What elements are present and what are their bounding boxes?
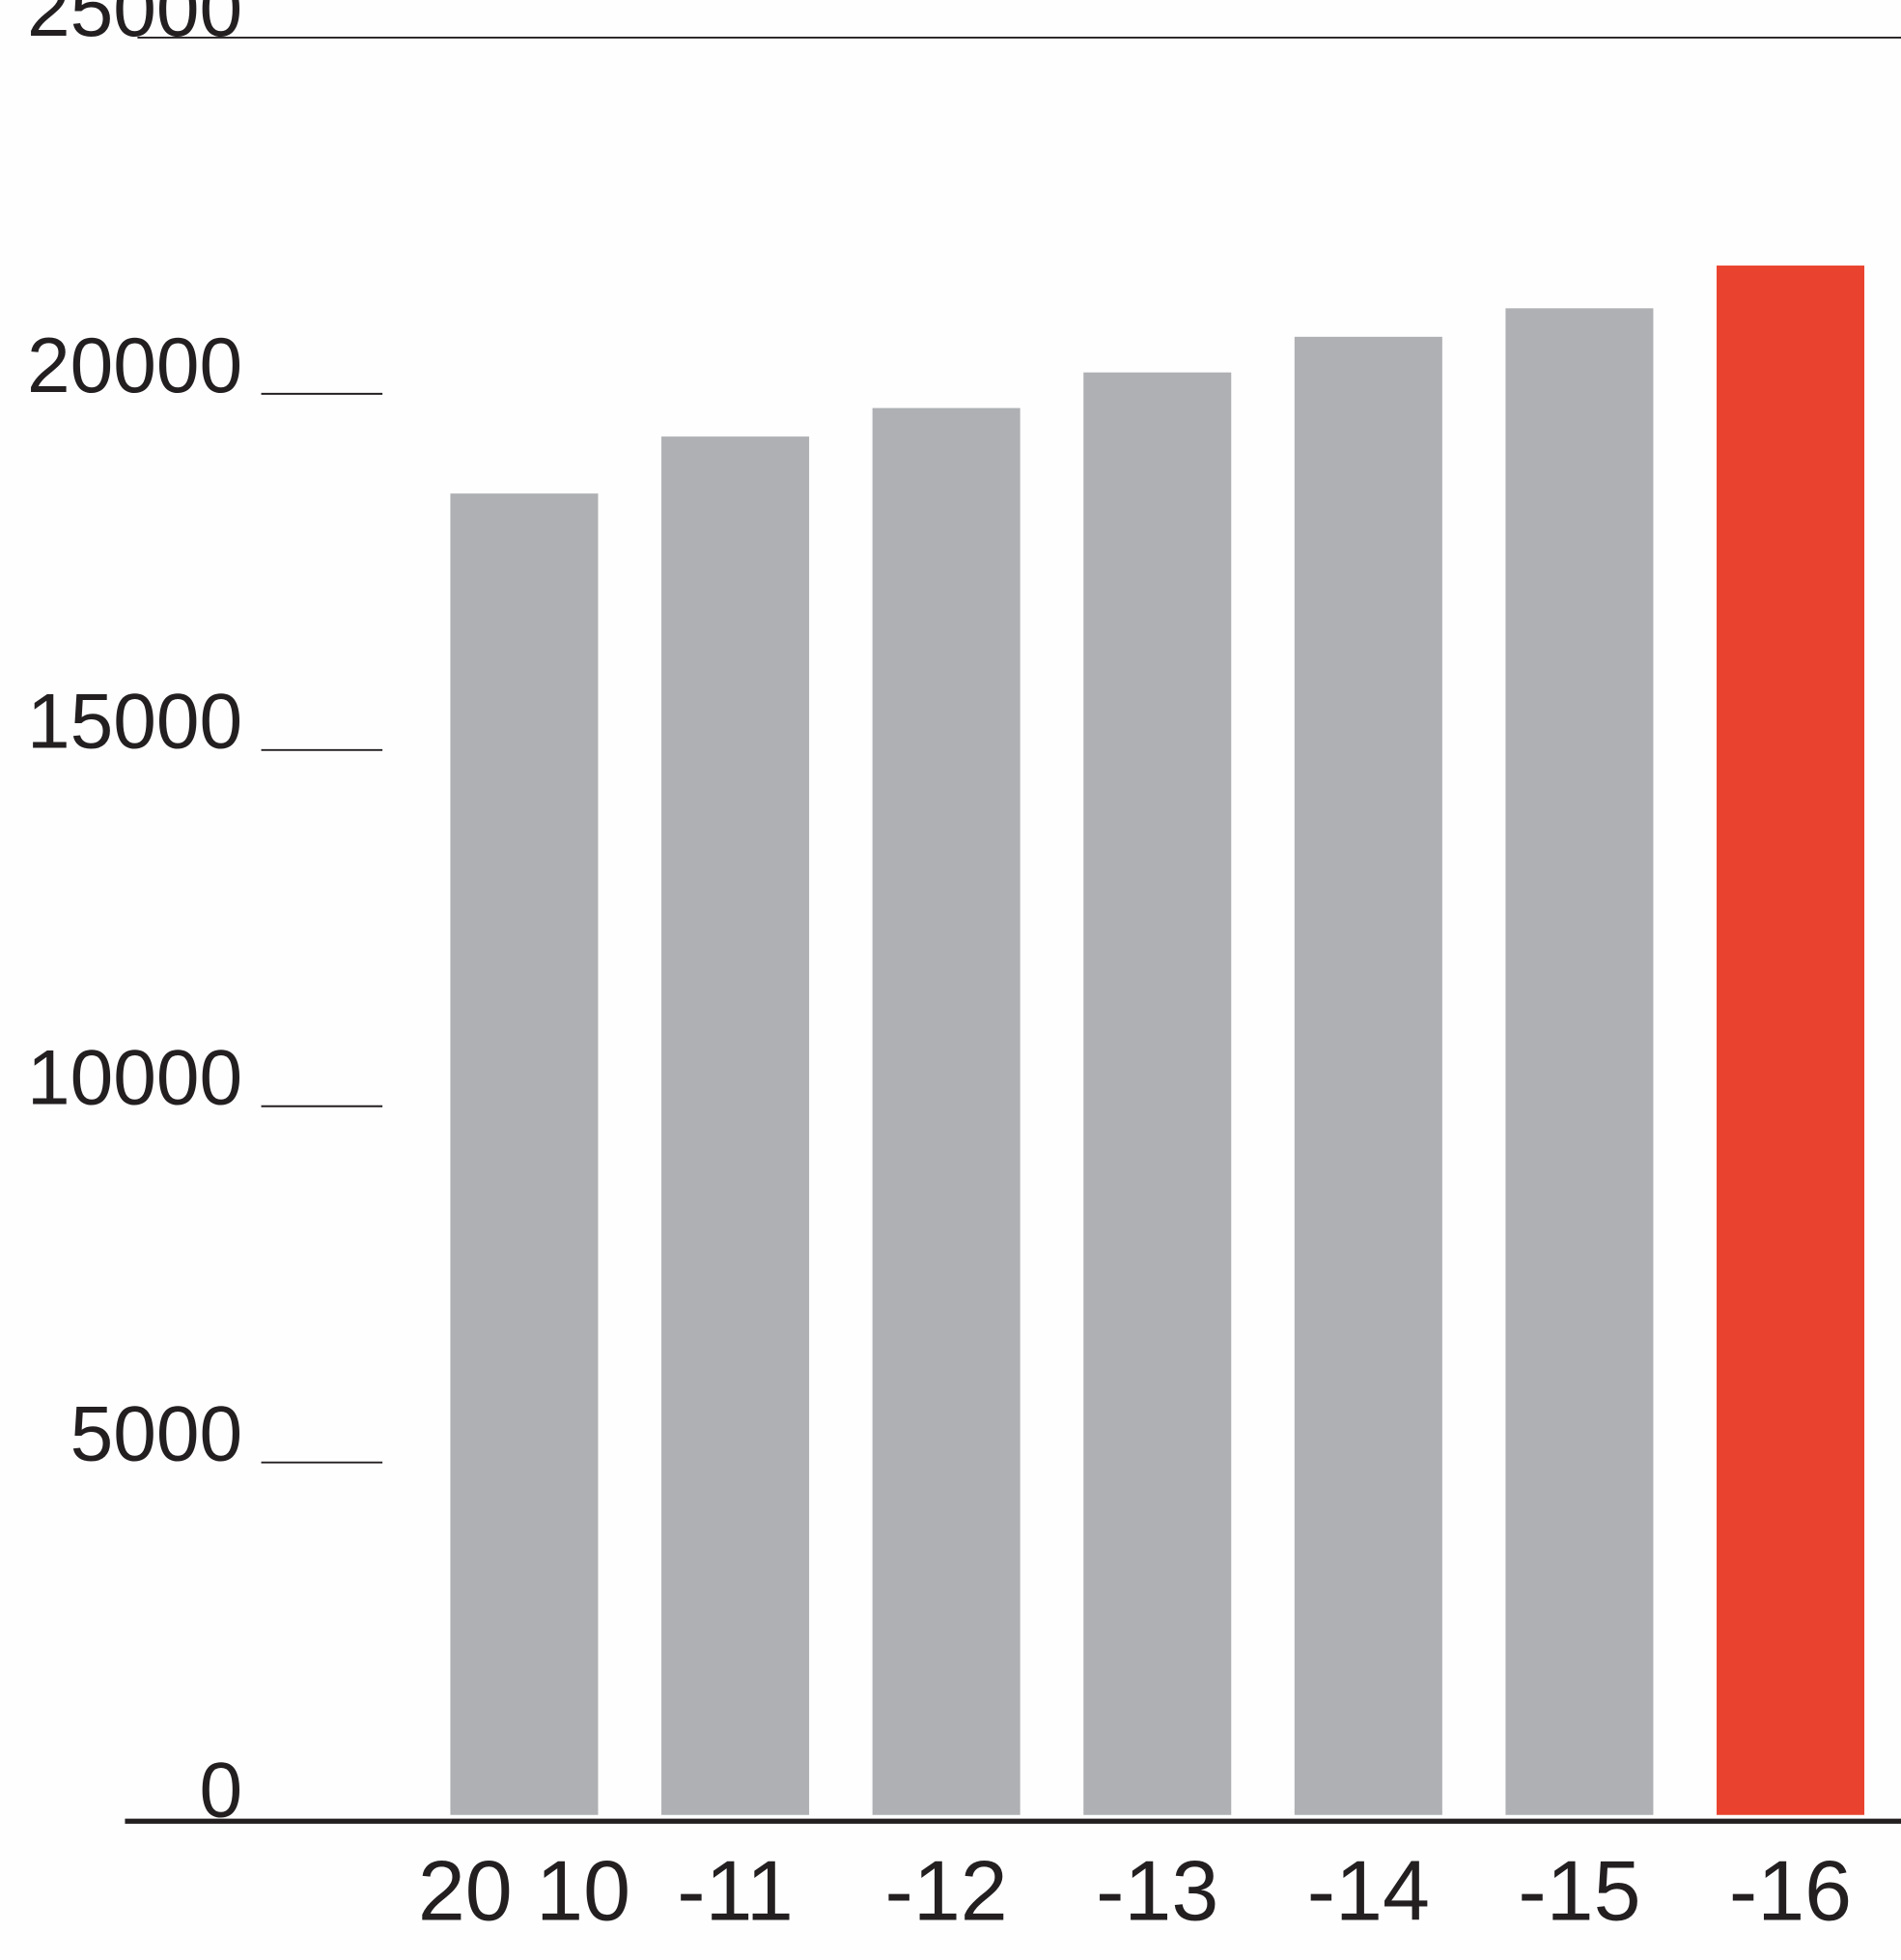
x-tick-label: -15 [1518, 1842, 1640, 1938]
x-tick-label: -14 [1307, 1842, 1430, 1938]
x-tick-label: -16 [1729, 1842, 1852, 1938]
y-tick-label: 15000 [27, 679, 242, 766]
y-tick-label: 10000 [27, 1035, 242, 1122]
x-tick-label: -11 [677, 1842, 794, 1938]
bar [872, 407, 1020, 1815]
x-tick-label: -12 [885, 1842, 1008, 1938]
bar [661, 436, 810, 1815]
bar [1717, 266, 1865, 1815]
x-tick-label: -13 [1096, 1842, 1218, 1938]
x-tick-label: 20 10 [418, 1842, 630, 1938]
bar [450, 493, 599, 1815]
bar [1083, 372, 1232, 1815]
y-tick-label: 20000 [27, 322, 242, 409]
bar [1505, 308, 1654, 1815]
y-tick-label: 5000 [70, 1391, 243, 1478]
y-tick-label: 25000 [27, 0, 242, 53]
bar [1294, 336, 1442, 1815]
